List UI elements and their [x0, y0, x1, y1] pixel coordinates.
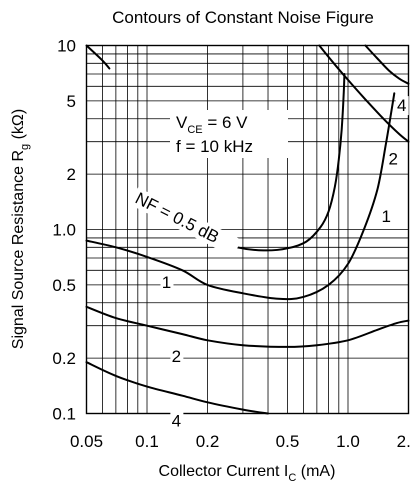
y-tick-label: 2: [67, 165, 76, 184]
y-tick-label: 1.0: [52, 221, 76, 240]
contour-label: 1: [382, 207, 391, 226]
contour-label-bg: [380, 206, 394, 226]
contour-label: 2: [172, 347, 181, 366]
condition-frequency: f = 10 kHz: [176, 137, 253, 156]
contour-label: 4: [397, 96, 406, 115]
contour-label-bg: [170, 347, 184, 367]
y-tick-label: 0.1: [52, 405, 76, 424]
plot-border: [85, 44, 410, 415]
chart-title: Contours of Constant Noise Figure: [112, 8, 374, 27]
condition-bg: [170, 110, 288, 158]
contour-line: [85, 305, 410, 348]
x-tick-label: 0.2: [196, 432, 220, 451]
y-axis-label: Signal Source Resistance Rg (kΩ): [10, 109, 31, 349]
y-tick-label: 5: [67, 92, 76, 111]
contour-label-nf-bg: [129, 187, 242, 257]
y-tick-labels: 0.1 0.2 0.5 1.0 2 5 10: [52, 37, 76, 424]
contour-label-bg: [395, 96, 409, 116]
x-tick-labels: 0.05 0.1 0.2 0.5 1.0 2.0: [70, 432, 411, 451]
contour-label-bg: [160, 273, 174, 293]
contour-label-bg: [387, 149, 401, 169]
x-axis-label: Collector Current IC (mA): [159, 463, 336, 484]
x-tick-label: 0.5: [276, 432, 300, 451]
x-tick-label: 1.0: [336, 432, 360, 451]
grid: [86, 45, 409, 414]
contour-label: 4: [172, 411, 181, 430]
y-tick-label: 0.5: [52, 276, 76, 295]
contour-label-bg: [170, 411, 184, 431]
contour-label: 2: [389, 150, 398, 169]
contour-line: [85, 361, 269, 415]
x-tick-label: 0.1: [135, 432, 159, 451]
contour-line: [85, 92, 396, 301]
y-tick-label: 10: [57, 37, 76, 56]
contour-label: 1: [162, 273, 171, 292]
contour-line: [364, 44, 410, 85]
contour-line: [318, 44, 410, 143]
x-tick-label: 2.0: [397, 432, 411, 451]
contour-labels: 4 2 1 1 2 4: [129, 96, 409, 431]
x-tick-label: 0.05: [70, 432, 103, 451]
condition-vce: VCE = 6 V: [176, 113, 248, 136]
contour-line: [85, 44, 111, 70]
y-tick-label: 0.2: [52, 349, 76, 368]
